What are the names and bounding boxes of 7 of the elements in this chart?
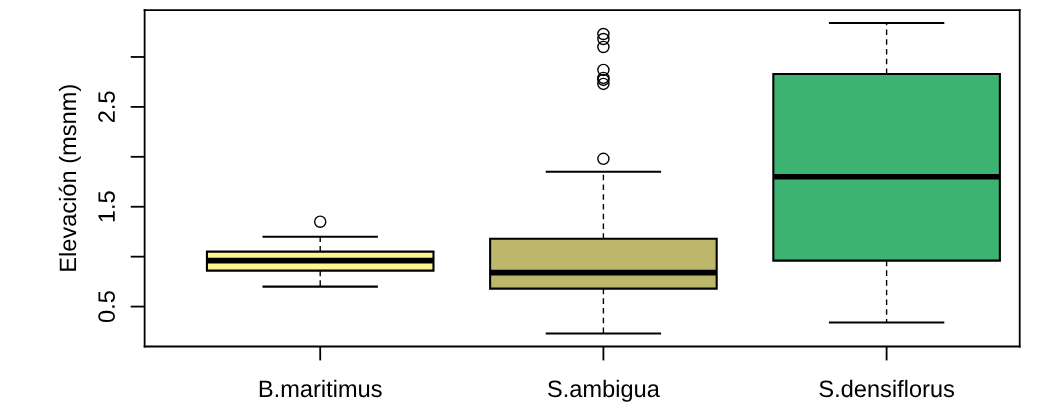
x-tick-label: S.densiflorus (819, 379, 954, 398)
y-axis-title: Elevación (msnm) (58, 85, 81, 271)
y-tick-label: 2.5 (98, 91, 115, 123)
x-tick-label: B.maritimus (259, 379, 382, 398)
x-tick-label: S.ambigua (548, 379, 660, 402)
y-tick-label: 0.5 (98, 291, 115, 323)
y-tick-label: 1.5 (98, 191, 115, 222)
